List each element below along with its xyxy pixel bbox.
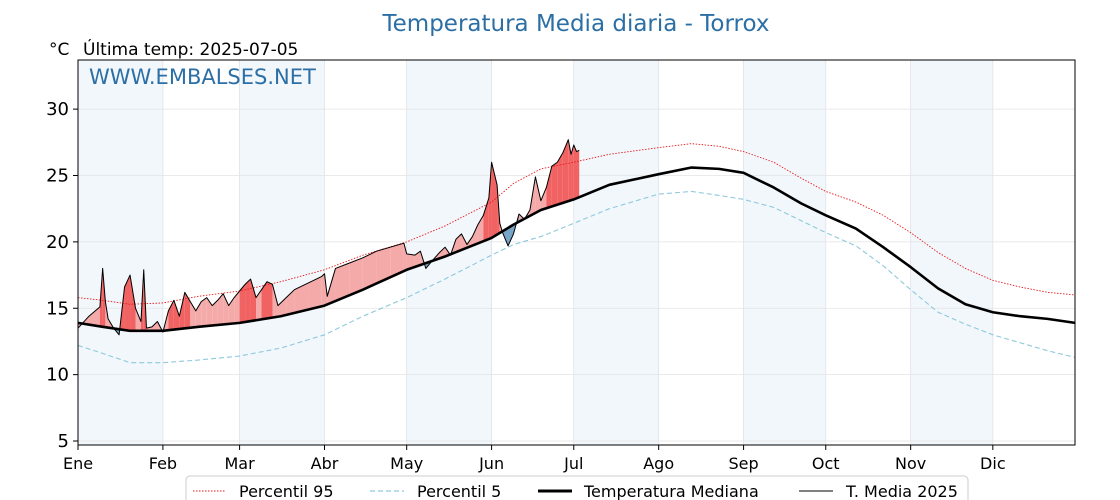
anomaly-fill-segment: [376, 247, 391, 284]
anomaly-fill-segment: [472, 224, 478, 246]
y-tick-label-20: 20: [46, 232, 69, 253]
anomaly-fill-segment: [266, 281, 273, 319]
month-band-Sep: [743, 60, 826, 445]
anomaly-fill-segment: [321, 273, 325, 307]
anomaly-fill-segment: [308, 276, 322, 310]
anomaly-fill-segment: [206, 297, 213, 327]
legend-label-p5: Percentil 5: [417, 482, 501, 500]
anomaly-fill-segment: [406, 253, 415, 270]
anomaly-fill-segment: [217, 293, 224, 325]
anomaly-fill-segment: [414, 251, 421, 267]
anomaly-fill-segment: [540, 187, 547, 211]
anomaly-fill-segment: [245, 279, 251, 322]
anomaly-fill-segment: [562, 139, 569, 203]
anomaly-fill-segment: [390, 243, 404, 278]
x-tick-label-Jun: Jun: [478, 454, 504, 473]
anomaly-fill-segment: [135, 308, 141, 331]
grid: [77, 60, 1075, 445]
anomaly-fill-segment: [571, 144, 574, 201]
anomaly-fill-segment: [256, 289, 262, 321]
x-tick-label-May: May: [390, 454, 423, 473]
anomaly-fill-segment: [335, 263, 350, 302]
anomaly-fill-segment: [201, 297, 207, 327]
plot-frame: [77, 59, 1076, 446]
x-axis: Ene Feb Mar Abr May Jun Jul Ago Sep Oct Nov Dic: [63, 445, 1006, 473]
watermark: WWW.EMBALSES.NET: [89, 65, 316, 89]
y-axis: 5 10 15 20 25 30: [46, 99, 78, 452]
x-tick-label-Dic: Dic: [980, 454, 1006, 473]
series-line-p5: [77, 190, 1076, 364]
legend-label-current: T. Media 2025: [845, 482, 958, 500]
series-line-median: [77, 166, 1076, 333]
y-tick-label-25: 25: [46, 166, 69, 187]
anomaly-fill-segment: [223, 293, 229, 325]
month-band-Nov: [910, 60, 993, 445]
anomaly-fill-segment: [190, 301, 196, 328]
y-tick-label-5: 5: [58, 431, 69, 452]
x-tick-label-Abr: Abr: [311, 454, 339, 473]
series-line-p95: [77, 143, 1076, 305]
y-tick-label-15: 15: [46, 298, 69, 319]
series-line-current: [77, 139, 580, 336]
anomaly-fill-segment: [184, 292, 191, 329]
x-tick-label-Sep: Sep: [729, 454, 759, 473]
anomaly-fill-segment: [488, 162, 492, 239]
anomaly-fill-segment: [573, 144, 577, 200]
anomaly-fill-segment: [327, 268, 336, 305]
anomaly-fill-segment: [568, 139, 572, 202]
anomaly-fill-segment: [102, 268, 106, 328]
y-tick-label-30: 30: [46, 99, 69, 120]
anomaly-fill-segment: [546, 166, 552, 209]
anomaly-fill-segment: [403, 243, 407, 272]
x-tick-label-Jul: Jul: [563, 454, 583, 473]
anomaly-fill-segment: [261, 281, 267, 320]
chart-title: Temperatura Media diaria - Torrox: [382, 11, 770, 37]
x-tick-label-Ago: Ago: [643, 454, 674, 473]
anomaly-fill-segment: [576, 150, 580, 199]
x-tick-label-Feb: Feb: [149, 454, 177, 473]
x-tick-label-Nov: Nov: [895, 454, 926, 473]
anomaly-fill-segment: [130, 275, 136, 331]
anomaly-fill-segment: [88, 306, 100, 327]
anomaly-fill-segment: [362, 251, 377, 290]
x-tick-label-Ene: Ene: [63, 454, 93, 473]
anomaly-fill-segment: [179, 292, 185, 329]
legend: Percentil 95 Percentil 5 Temperatura Med…: [185, 475, 969, 500]
anomaly-fill-segment: [349, 257, 363, 296]
anomaly-fill-segment: [168, 300, 174, 331]
anomaly-fill-segment: [483, 198, 489, 242]
legend-label-p95: Percentil 95: [239, 482, 334, 500]
x-tick-label-Mar: Mar: [225, 454, 256, 473]
anomaly-fill-segment: [461, 233, 467, 250]
anomaly-fill-segment: [557, 152, 563, 205]
anomaly-fill-segment: [294, 283, 309, 313]
anomaly-fill-segment: [277, 297, 287, 317]
anomaly-fill-segment: [151, 321, 158, 331]
month-bands: [78, 60, 993, 445]
anomaly-fill-segment: [124, 275, 131, 331]
anomaly-fill-segment: [535, 176, 541, 213]
anomaly-fill-segment: [551, 162, 558, 207]
anomaly-fill-segment: [239, 284, 246, 323]
month-band-Mar: [239, 60, 325, 445]
x-tick-label-Oct: Oct: [812, 454, 840, 473]
legend-frame: [185, 475, 969, 500]
anomaly-fill-segment: [234, 291, 240, 324]
series-lines: [77, 139, 1076, 364]
unit-label: °C: [49, 40, 69, 60]
anomaly-fill-segment: [250, 279, 257, 322]
anomaly-fill-segment: [173, 300, 180, 330]
anomaly-fill-segment: [508, 224, 514, 246]
anomaly-fill-segment: [195, 301, 202, 328]
month-band-Jul: [573, 60, 659, 445]
month-band-Ene: [78, 60, 163, 445]
anomaly-fill-segment: [272, 284, 278, 318]
legend-label-median: Temperatura Mediana: [583, 482, 759, 500]
anomaly-fill-segment: [212, 300, 218, 326]
y-tick-label-10: 10: [46, 365, 69, 386]
last-temp-label: Última temp: 2025-07-05: [83, 38, 298, 60]
